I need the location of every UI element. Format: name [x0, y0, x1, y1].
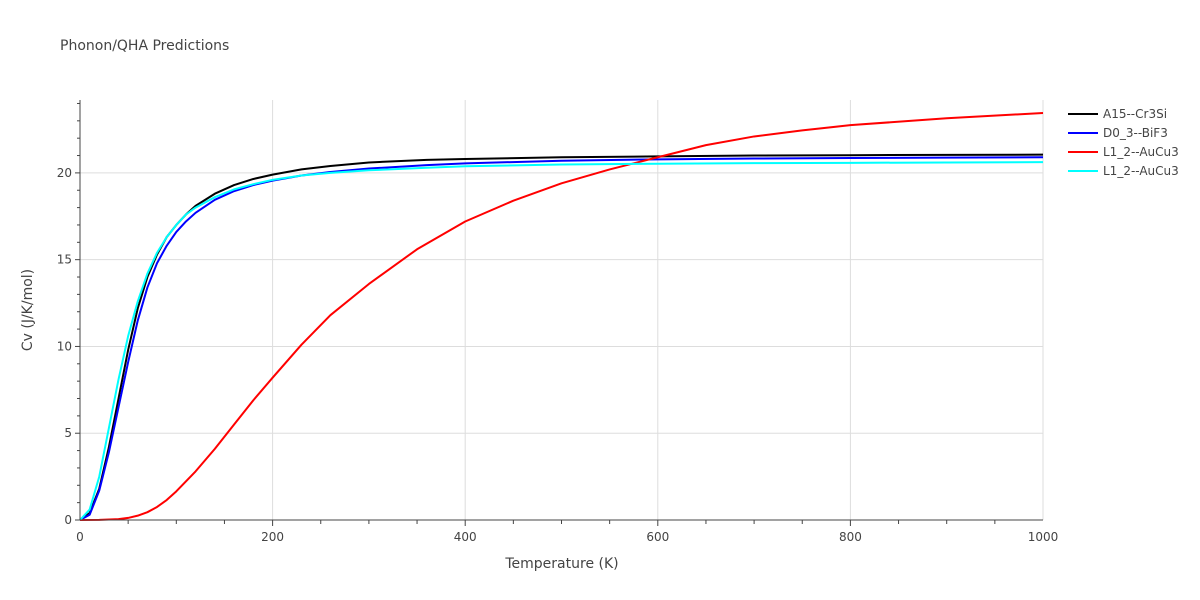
legend-label: A15--Cr3Si — [1103, 107, 1167, 121]
legend-item-4[interactable]: L1_2--AuCu3 — [1068, 164, 1179, 178]
series-line-2 — [79, 156, 1044, 521]
y-tick-label: 5 — [64, 426, 72, 440]
legend-item-3[interactable]: L1_2--AuCu3 — [1068, 145, 1179, 159]
legend-label: D0_3--BiF3 — [1103, 126, 1168, 140]
legend[interactable]: A15--Cr3Si D0_3--BiF3 L1_2--AuCu3 L1_2--AuC… — [1068, 107, 1179, 178]
y-tick-label: 0 — [64, 513, 72, 527]
grid — [80, 100, 1044, 520]
x-tick-label: 600 — [646, 530, 669, 544]
y-tick-label: 10 — [57, 339, 72, 353]
chart-title: Phonon/QHA Predictions — [60, 38, 229, 54]
axes — [75, 100, 1043, 526]
legend-item-1[interactable]: A15--Cr3Si — [1068, 107, 1167, 121]
x-tick-label: 1000 — [1028, 530, 1059, 544]
series-line-4 — [79, 161, 1044, 521]
series-line-1 — [79, 153, 1044, 521]
y-axis-title: Cv (J/K/mol) — [20, 269, 36, 351]
x-tick-labels: 0 200 400 600 800 1000 — [76, 530, 1058, 544]
x-axis-title: Temperature (K) — [504, 556, 618, 572]
series-lines — [79, 112, 1044, 521]
legend-label: L1_2--AuCu3 — [1103, 145, 1179, 159]
legend-label: L1_2--AuCu3 — [1103, 164, 1179, 178]
y-tick-labels: 0 5 10 15 20 — [57, 166, 72, 527]
x-tick-label: 200 — [261, 530, 284, 544]
y-tick-label: 20 — [57, 166, 72, 180]
x-tick-label: 400 — [454, 530, 477, 544]
x-tick-label: 0 — [76, 530, 84, 544]
legend-item-2[interactable]: D0_3--BiF3 — [1068, 126, 1168, 140]
x-tick-label: 800 — [839, 530, 862, 544]
y-tick-label: 15 — [57, 253, 72, 267]
series-line-3 — [79, 112, 1044, 521]
